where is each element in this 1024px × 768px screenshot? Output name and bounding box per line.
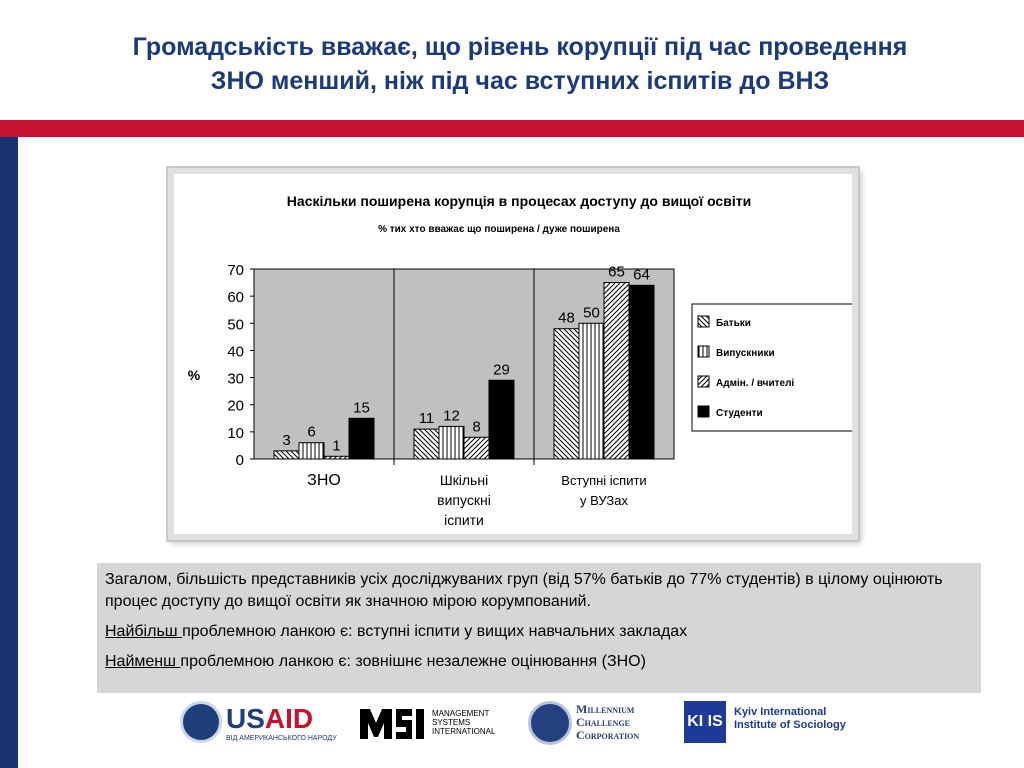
y-tick-label: 10: [227, 425, 244, 442]
data-label: 3: [282, 432, 290, 449]
legend-label: Адмін. / вчителі: [716, 378, 794, 389]
bar: [463, 436, 490, 460]
left-accent-bar: [0, 137, 18, 768]
x-category-label: іспити: [444, 512, 484, 528]
data-label: 65: [608, 264, 625, 281]
x-category-label: у ВУЗах: [580, 493, 628, 508]
legend-label: Випускники: [716, 348, 775, 359]
usaid-tagline: ВІД АМЕРИКАНСЬКОГО НАРОДУ: [226, 735, 337, 742]
data-label: 29: [493, 361, 510, 378]
most-text: проблемною ланкою є: вступні іспити у ви…: [182, 623, 688, 640]
bar: [438, 425, 465, 460]
y-axis-label: %: [188, 367, 201, 383]
y-tick-label: 50: [227, 316, 244, 333]
x-category-label: ЗНО: [307, 472, 341, 489]
mcc-line3: Corporation: [576, 728, 640, 742]
y-tick-label: 70: [227, 262, 244, 279]
legend-swatch: [697, 345, 710, 358]
bar: [348, 417, 375, 460]
slide-title-line2: ЗНО менший, ніж під час вступних іспитів…: [210, 67, 830, 95]
bar: [553, 328, 580, 460]
msi-line1: MANAGEMENT: [432, 709, 490, 718]
y-tick-label: 30: [227, 371, 244, 388]
bar: [578, 322, 605, 460]
data-label: 8: [472, 418, 480, 435]
data-label: 64: [633, 266, 650, 283]
bar-chart: Наскільки поширена корупція в процесах д…: [188, 193, 852, 528]
y-tick-label: 60: [227, 289, 244, 306]
mcc-seal-icon: [528, 701, 572, 745]
legend-swatch: [697, 375, 710, 388]
msi-line2: SYSTEMS: [432, 718, 471, 727]
x-category-label: Шкільні: [440, 472, 488, 488]
bar: [413, 428, 440, 460]
most-label: Найбільш: [105, 623, 183, 640]
chart-subtitle: % тих хто вважає що поширена / дуже поши…: [378, 224, 620, 235]
most-problematic-line: Найбільш проблемною ланкою є: вступні іс…: [105, 621, 973, 643]
data-label: 15: [353, 399, 370, 416]
header-divider-red: [0, 120, 1024, 137]
legend-label: Студенти: [716, 408, 763, 419]
least-label: Найменш: [105, 653, 181, 670]
bar: [628, 284, 655, 460]
data-label: 1: [332, 437, 340, 454]
plot-area: 0 10 20 30 40 50 60 70 ЗНО Шкільні випускні іспити В…: [227, 262, 675, 528]
summary-box: Загалом, більшість представників усіх до…: [97, 563, 981, 693]
bar: [323, 455, 350, 460]
msi-mark-icon: [360, 709, 424, 739]
kiis-line1: Kyiv International: [734, 706, 827, 718]
legend: Батьки Випускники Адмін. / вчителі Студенти: [691, 303, 852, 432]
usaid-us: US: [226, 703, 265, 734]
data-label: 12: [443, 407, 460, 424]
x-category-label: Вступні іспити: [561, 473, 646, 488]
data-label: 6: [307, 424, 315, 441]
x-category-label: випускні: [437, 492, 491, 508]
mcc-line1: Millennium: [576, 702, 635, 716]
bar: [488, 379, 515, 460]
bar: [273, 450, 300, 460]
least-problematic-line: Найменш проблемною ланкою є: зовнішнє не…: [105, 651, 973, 673]
legend-box: [691, 303, 852, 432]
slide-title-line1: Громадськість вважає, що рівень корупції…: [132, 33, 908, 61]
mcc-line2: Challenge: [576, 715, 631, 729]
bar: [298, 442, 325, 460]
least-text: проблемною ланкою є: зовнішнє незалежне …: [180, 653, 646, 670]
data-label: 50: [583, 304, 600, 321]
msi-wordmark: MANAGEMENT SYSTEMS INTERNATIONAL: [432, 709, 495, 736]
legend-label: Батьки: [716, 318, 751, 329]
usaid-aid: AID: [264, 703, 314, 734]
msi-line3: INTERNATIONAL: [432, 727, 496, 736]
y-tick-label: 40: [227, 343, 244, 360]
kiis-mark-icon: KI IS: [684, 701, 726, 743]
partner-logos: USAID ВІД АМЕРИКАНСЬКОГО НАРОДУ MANAGEME…: [170, 697, 870, 752]
data-label: 48: [558, 310, 575, 327]
bar: [603, 282, 630, 460]
y-tick-label: 0: [236, 452, 244, 469]
legend-swatch: [697, 405, 710, 418]
slide-title: Громадськість вважає, що рівень корупції…: [40, 30, 1000, 98]
legend-swatch: [697, 315, 710, 328]
y-tick-label: 20: [227, 398, 244, 415]
kiis-line2: Institute of Sociology: [734, 719, 846, 731]
mcc-wordmark: Millennium Challenge Corporation: [576, 703, 639, 742]
data-label: 11: [419, 410, 435, 427]
kiis-wordmark: Kyiv International Institute of Sociolog…: [734, 706, 846, 732]
usaid-seal-icon: [180, 701, 222, 743]
summary-paragraph: Загалом, більшість представників усіх до…: [105, 571, 943, 610]
chart-title: Наскільки поширена корупція в процесах д…: [287, 193, 751, 209]
chart-container: Наскільки поширена корупція в процесах д…: [168, 168, 858, 540]
usaid-wordmark: USAID: [226, 703, 313, 735]
